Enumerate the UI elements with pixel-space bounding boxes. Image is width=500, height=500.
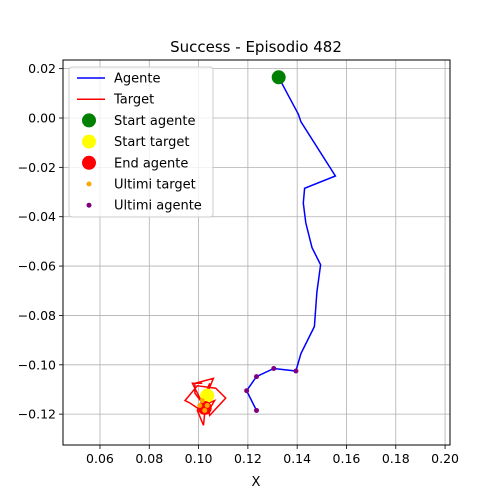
chart-title: Success - Episodio 482 [170, 38, 342, 56]
y-tick-label: −0.06 [18, 259, 56, 274]
axis-ticks: 0.06 0.08 0.10 0.12 0.14 0.16 0.18 0.20 0.02 0.00… [18, 61, 459, 466]
legend-label-agente: Agente [114, 72, 160, 87]
legend-label-ultimi-agente: Ultimi agente [114, 199, 202, 214]
marker-ultimi-agente [293, 368, 299, 374]
legend-swatch-ultimi-agente [86, 202, 92, 208]
marker-ultimi-agente [254, 407, 259, 413]
marker-ultimi-target [199, 398, 205, 404]
legend-label-target: Target [113, 93, 154, 108]
legend-label-start-agente: Start agente [114, 114, 195, 129]
x-tick-label: 0.10 [185, 451, 213, 466]
legend-swatch-start-agente [82, 113, 96, 128]
x-tick-label: 0.18 [382, 451, 410, 466]
legend-swatch-ultimi-target [86, 181, 92, 187]
marker-ultimi-agente [254, 374, 259, 380]
x-tick-label: 0.20 [431, 451, 459, 466]
x-tick-label: 0.08 [135, 451, 163, 466]
marker-ultimi-target [204, 403, 210, 409]
y-tick-label: 0.00 [28, 110, 56, 125]
y-tick-label: −0.10 [18, 357, 56, 372]
y-tick-label: 0.02 [28, 61, 56, 76]
x-tick-label: 0.06 [86, 451, 114, 466]
x-tick-label: 0.16 [333, 451, 361, 466]
legend-label-start-target: Start target [114, 135, 189, 150]
series-markers [197, 70, 299, 415]
y-tick-label: −0.12 [18, 407, 56, 422]
marker-ultimi-agente [244, 388, 250, 394]
y-tick-label: −0.04 [18, 209, 56, 224]
marker-ultimi-target [202, 407, 208, 413]
series-line-agente [245, 76, 337, 411]
y-tick-label: −0.02 [18, 160, 56, 175]
x-tick-label: 0.14 [283, 451, 311, 466]
y-tick-label: −0.08 [18, 308, 56, 323]
legend: Agente Target Start agente Start target End … [68, 66, 214, 218]
x-axis-label: X [252, 475, 261, 490]
legend-swatch-end-agente [82, 155, 96, 170]
x-tick-label: 0.12 [234, 451, 262, 466]
marker-start-agente [271, 70, 286, 85]
legend-box [68, 66, 214, 218]
legend-swatch-start-target [82, 134, 96, 149]
legend-label-end-agente: End agente [114, 156, 188, 171]
marker-ultimi-agente [271, 365, 277, 371]
plot-frame [62, 59, 451, 446]
legend-label-ultimi-target: Ultimi target [114, 178, 196, 193]
marker-ultimi-target [197, 403, 203, 409]
